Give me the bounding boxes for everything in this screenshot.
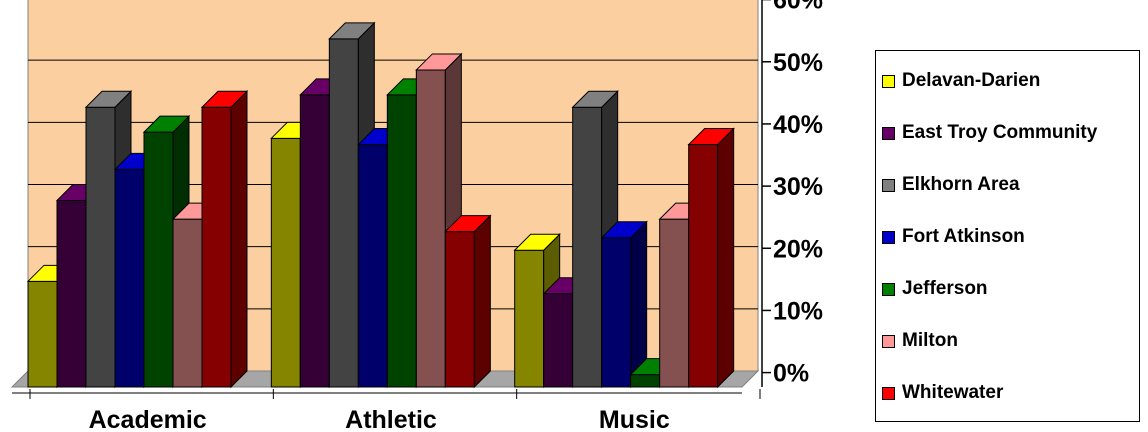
bar-front: [415, 69, 446, 388]
value-tick-label: 20%: [773, 235, 823, 263]
legend-label: Elkhorn Area: [902, 174, 1020, 195]
bar-front: [357, 144, 388, 388]
bar-front: [270, 137, 301, 388]
bar-front: [572, 106, 603, 388]
legend-swatch: [882, 334, 895, 348]
category-label-music: Music: [599, 406, 670, 432]
bar-side: [230, 90, 248, 389]
bar-front: [659, 218, 690, 388]
bar-top: [571, 90, 619, 108]
legend-label: Delavan-Darien: [902, 70, 1041, 91]
axes: 0% 10% 20% 30% 40% 50% 60% Academic Athletic Musi…: [12, 0, 823, 432]
legend-item: East Troy Community: [882, 121, 1097, 145]
bar-front: [688, 144, 719, 388]
bar-front: [514, 249, 545, 388]
legend-item: Delavan-Darien: [882, 69, 1040, 93]
legend-swatch: [882, 74, 895, 88]
bar-front: [630, 374, 661, 388]
bar-front: [85, 106, 116, 388]
bar-front: [172, 218, 203, 388]
legend-swatch: [882, 386, 895, 400]
legend-label: Fort Atkinson: [902, 226, 1025, 247]
bar-academic-7: [200, 90, 249, 389]
legend-swatch: [882, 230, 895, 244]
bar-front: [143, 131, 174, 388]
legend-swatch: [882, 126, 895, 140]
legend-item: Fort Atkinson: [882, 225, 1025, 249]
bar-front: [56, 200, 87, 388]
legend-item: Whitewater: [882, 381, 1003, 405]
value-tick-label: 0%: [773, 360, 809, 388]
legend-swatch: [882, 178, 895, 192]
bar-top: [444, 215, 492, 233]
bar-top: [84, 90, 133, 108]
bar-front: [543, 293, 574, 388]
bar-front: [299, 94, 330, 388]
bar-top: [142, 115, 191, 133]
bar-front: [444, 231, 475, 388]
legend-label: Milton: [902, 330, 958, 351]
bar-music-7: [687, 127, 735, 389]
bar-front: [114, 168, 145, 388]
value-tick-label: 40%: [773, 111, 823, 139]
bar-athletic-7: [444, 214, 492, 389]
legend-label: Jefferson: [902, 278, 988, 299]
bar-front: [27, 280, 58, 388]
bar-front: [386, 94, 417, 388]
bar-music-4: [600, 220, 648, 389]
bars: [26, 21, 735, 389]
bar-top: [687, 128, 735, 146]
legend-item: Milton: [882, 329, 958, 353]
bar-top: [200, 90, 249, 108]
category-label-academic: Academic: [89, 406, 207, 432]
value-tick-label: 30%: [773, 173, 823, 201]
category-label-athletic: Athletic: [345, 406, 437, 432]
bar-top: [513, 233, 561, 251]
legend-swatch: [882, 282, 895, 296]
legend-item: Elkhorn Area: [882, 173, 1020, 197]
bar-front: [328, 38, 359, 388]
bar-front: [201, 106, 232, 388]
legend-label: Whitewater: [902, 382, 1004, 403]
legend: Delavan-Darien East Troy Community Elkhorn…: [875, 50, 1140, 422]
bar-top: [415, 53, 463, 71]
value-tick-label: 10%: [773, 297, 823, 325]
value-tick-label: 50%: [773, 49, 823, 77]
bar-side: [473, 214, 491, 389]
legend-label: East Troy Community: [902, 122, 1098, 143]
value-tick-label: 60%: [773, 0, 823, 15]
legend-item: Jefferson: [882, 277, 988, 301]
bar-front: [601, 237, 632, 388]
bar-top: [328, 22, 376, 40]
bar-top: [600, 221, 648, 239]
bar-side: [717, 127, 735, 389]
